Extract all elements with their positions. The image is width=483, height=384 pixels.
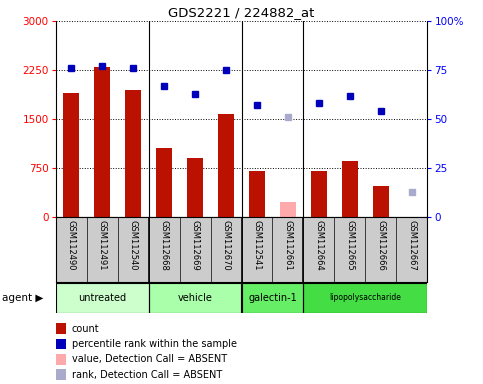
Bar [311, 170, 327, 217]
Text: count: count [72, 324, 99, 334]
Bar [303, 283, 427, 313]
Bar [342, 162, 358, 217]
Title: GDS2221 / 224882_at: GDS2221 / 224882_at [168, 5, 315, 18]
Bar [56, 283, 149, 313]
Text: GSM112661: GSM112661 [284, 220, 293, 271]
Bar [280, 202, 296, 217]
Bar [187, 158, 203, 217]
Bar [156, 149, 172, 217]
Bar [149, 283, 242, 313]
Text: GSM112666: GSM112666 [376, 220, 385, 271]
Text: rank, Detection Call = ABSENT: rank, Detection Call = ABSENT [72, 370, 222, 380]
Bar [303, 283, 427, 313]
Text: galectin-1: galectin-1 [248, 293, 297, 303]
Text: GSM112669: GSM112669 [190, 220, 199, 271]
Text: lipopolysaccharide: lipopolysaccharide [329, 293, 401, 303]
Bar [249, 170, 265, 217]
Text: agent ▶: agent ▶ [2, 293, 44, 303]
Bar [373, 185, 389, 217]
Bar [242, 283, 303, 313]
Bar [63, 93, 79, 217]
Bar [125, 90, 141, 217]
Bar [94, 67, 110, 217]
Bar [56, 283, 149, 313]
Text: GSM112670: GSM112670 [222, 220, 230, 271]
Text: percentile rank within the sample: percentile rank within the sample [72, 339, 237, 349]
Bar [218, 114, 234, 217]
Text: vehicle: vehicle [178, 293, 213, 303]
Text: GSM112540: GSM112540 [128, 220, 138, 271]
Text: GSM112491: GSM112491 [98, 220, 107, 271]
Text: GSM112668: GSM112668 [159, 220, 169, 271]
Bar [149, 283, 242, 313]
Text: GSM112541: GSM112541 [253, 220, 261, 271]
Text: GSM112490: GSM112490 [67, 220, 75, 271]
Text: GSM112667: GSM112667 [408, 220, 416, 271]
Bar [242, 283, 303, 313]
Text: untreated: untreated [78, 293, 126, 303]
Text: value, Detection Call = ABSENT: value, Detection Call = ABSENT [72, 354, 227, 364]
Text: GSM112665: GSM112665 [345, 220, 355, 271]
Text: GSM112664: GSM112664 [314, 220, 324, 271]
